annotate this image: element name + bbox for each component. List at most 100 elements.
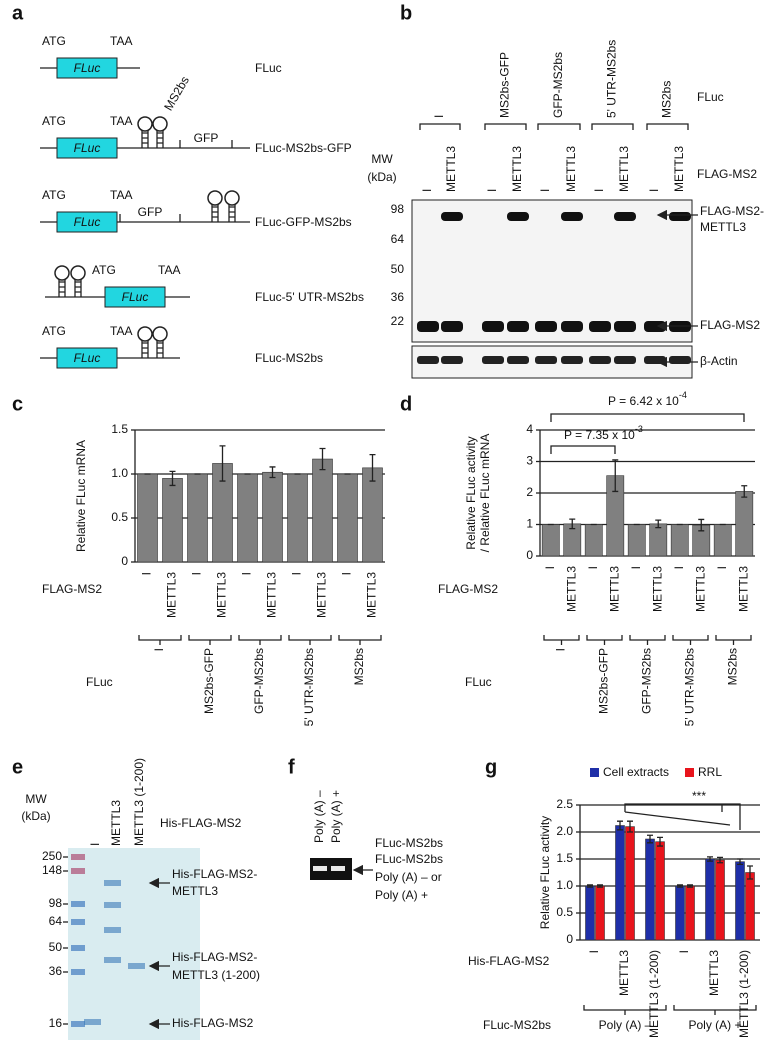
ladder-band [71,868,85,874]
band [614,212,636,221]
rotated-label: MS2bs-GFP [202,648,216,714]
label: FLuc-MS2bs [483,1018,551,1032]
label: TAA [110,188,132,202]
legend-label: Cell extracts [603,765,669,779]
error-bar [617,820,623,831]
label: FLuc [255,61,282,75]
significance-bracket [550,413,745,422]
label: (kDa) [21,809,50,823]
loop [137,116,153,132]
rotated-label: METTL3 [365,572,379,618]
bar [735,861,745,941]
gel-band [104,880,121,886]
band [535,356,557,364]
label: ATG [92,263,116,277]
ladder-band [71,919,85,925]
bar [187,473,208,563]
bracket [715,635,752,645]
annotation-text: P = 6.42 x 10 [608,394,679,408]
label: FLAG-MS2- [700,204,764,218]
rotated-label: MS2bs-GFP [498,52,512,118]
label: 64 [391,232,405,246]
label: 36 [391,290,405,304]
label: His-FLAG-MS2 [160,816,242,830]
label: FLuc [86,675,113,689]
rotated-label: I [715,566,729,569]
label: d [400,393,412,415]
error-bar [677,884,683,888]
label: Poly (A) – or [375,870,442,884]
ladder-band [71,901,85,907]
band [507,356,529,364]
bar [337,473,358,563]
band [507,321,529,332]
rotated-label: METTL3 [564,566,578,612]
ladder-band [71,854,85,860]
loop [224,190,240,206]
gel-band [84,1019,101,1025]
label: 1.5 [111,422,128,436]
panel-label: f [288,756,295,778]
label: FLuc-MS2bs [255,351,323,365]
loop [54,265,70,281]
label: FLuc [465,675,492,689]
ladder-band [71,1021,85,1027]
label: 0 [121,554,128,568]
label: g [485,756,497,778]
rotated-label: I [554,648,568,651]
rotated-label: I [240,572,254,575]
label: 250 [42,849,62,863]
label: 36 [49,964,63,978]
stem-loop [156,130,164,148]
error-bar [687,884,693,888]
label: 0.5 [111,510,128,524]
rotated-label: I [629,566,643,569]
rotated-label: I [152,648,166,651]
rotated-label: I [587,950,601,953]
band [614,356,636,364]
label: FLuc-5' UTR-MS2bs [255,290,364,304]
bar [713,524,732,557]
rotated-label: I [140,572,154,575]
error-bar [707,856,713,862]
rotated-label: GFP-MS2bs [640,648,654,714]
rotated-label: METTL3 [564,146,578,192]
error-bar [169,470,176,487]
label: ATG [42,188,66,202]
rotated-label: MS2bs [352,648,366,685]
error-bar [747,865,753,880]
rotated-label: I [340,572,354,575]
rotated-label: METTL3 [617,146,631,192]
label: FLuc [122,290,149,304]
stem-loop [211,204,219,222]
error-bar [369,453,376,482]
bar [675,885,685,941]
error-bar [737,858,743,866]
gel-band [331,866,345,871]
error-bar [597,884,603,888]
bar [745,872,755,941]
label: His-FLAG-MS2 [468,954,550,968]
rotated-label: I [586,566,600,569]
band [417,321,439,332]
band [417,356,439,364]
gene-box [56,211,118,233]
label: ATG [42,324,66,338]
rotated-label: 5' UTR-MS2bs [302,648,316,726]
rotated-label: Relative FLuc activity [464,436,478,549]
rotated-label: METTL3 (1-200) [647,950,661,1038]
bar [584,524,603,557]
band [614,321,636,332]
label: 50 [391,262,405,276]
label: (kDa) [367,170,396,184]
rotated-label: METTL3 [444,146,458,192]
rotated-label: I [647,189,661,192]
label: FLuc-GFP-MS2bs [255,215,352,229]
rotated-label: METTL3 [650,566,664,612]
rotated-label: METTL3 [617,950,631,996]
rotated-label: MS2bs [660,81,674,118]
annotation-text: *** [692,789,706,803]
bar [585,885,595,941]
label: 1 [526,517,533,531]
label: TAA [158,263,180,277]
